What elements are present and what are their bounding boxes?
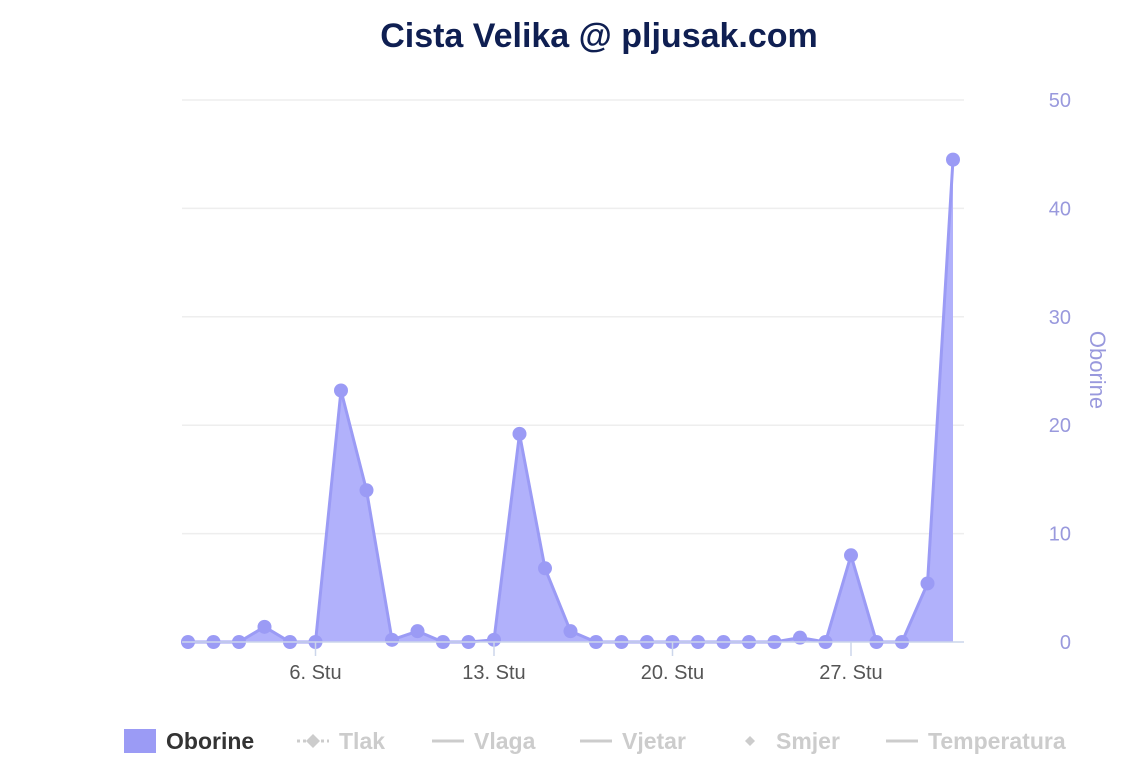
- legend-label: Vjetar: [622, 728, 686, 754]
- data-point[interactable]: [410, 624, 425, 639]
- legend-label: Vlaga: [474, 728, 536, 754]
- series-oborine[interactable]: [181, 152, 960, 649]
- grid-lines: [182, 99, 964, 535]
- data-point[interactable]: [563, 624, 578, 639]
- data-point[interactable]: [359, 483, 374, 498]
- x-axis-ticks: 6. Stu 13. Stu 20. Stu 27. Stu: [289, 642, 883, 684]
- data-point[interactable]: [512, 426, 527, 441]
- y-tick-label: 30: [1049, 307, 1071, 329]
- data-point[interactable]: [257, 619, 272, 634]
- series-line: [188, 159, 955, 644]
- legend-label: Smjer: [776, 728, 840, 754]
- x-tick-label: 20. Stu: [641, 662, 704, 684]
- y-tick-label: 40: [1049, 198, 1071, 220]
- data-point[interactable]: [920, 576, 935, 591]
- chart-title: Cista Velika @ pljusak.com: [380, 17, 818, 55]
- x-tick-label: 27. Stu: [819, 662, 882, 684]
- series-area: [188, 159, 953, 642]
- x-tick-label: 6. Stu: [289, 662, 341, 684]
- legend-item-temperatura[interactable]: Temperatura: [886, 728, 1066, 754]
- legend-symbol-marker: [306, 734, 320, 748]
- x-tick-label: 13. Stu: [462, 662, 525, 684]
- legend-item-smjer[interactable]: Smjer: [745, 728, 840, 754]
- legend-item-tlak[interactable]: Tlak: [297, 728, 385, 754]
- y-axis-title: Oborine: [1085, 331, 1110, 409]
- y-tick-label: 50: [1049, 90, 1071, 112]
- y-tick-label: 20: [1049, 415, 1071, 437]
- data-point[interactable]: [844, 548, 858, 563]
- y-axis-ticks: 0 10 20 30 40 50: [1049, 90, 1071, 654]
- data-point[interactable]: [487, 632, 501, 647]
- data-point[interactable]: [538, 561, 552, 576]
- legend-item-oborine[interactable]: Oborine: [124, 728, 254, 754]
- data-point[interactable]: [385, 632, 399, 647]
- legend-symbol: [745, 736, 755, 746]
- legend-symbol: [124, 729, 156, 753]
- legend: Oborine Tlak Vlaga Vjetar Smjer Temperatura: [124, 728, 1066, 754]
- legend-item-vlaga[interactable]: Vlaga: [432, 728, 536, 754]
- legend-item-vjetar[interactable]: Vjetar: [580, 728, 686, 754]
- data-point[interactable]: [946, 152, 960, 167]
- legend-label: Temperatura: [928, 728, 1066, 754]
- legend-label: Tlak: [339, 728, 385, 754]
- y-tick-label: 10: [1049, 524, 1071, 546]
- legend-label: Oborine: [166, 728, 254, 754]
- data-point[interactable]: [334, 383, 348, 398]
- y-tick-label: 0: [1060, 632, 1071, 654]
- data-point[interactable]: [793, 630, 807, 645]
